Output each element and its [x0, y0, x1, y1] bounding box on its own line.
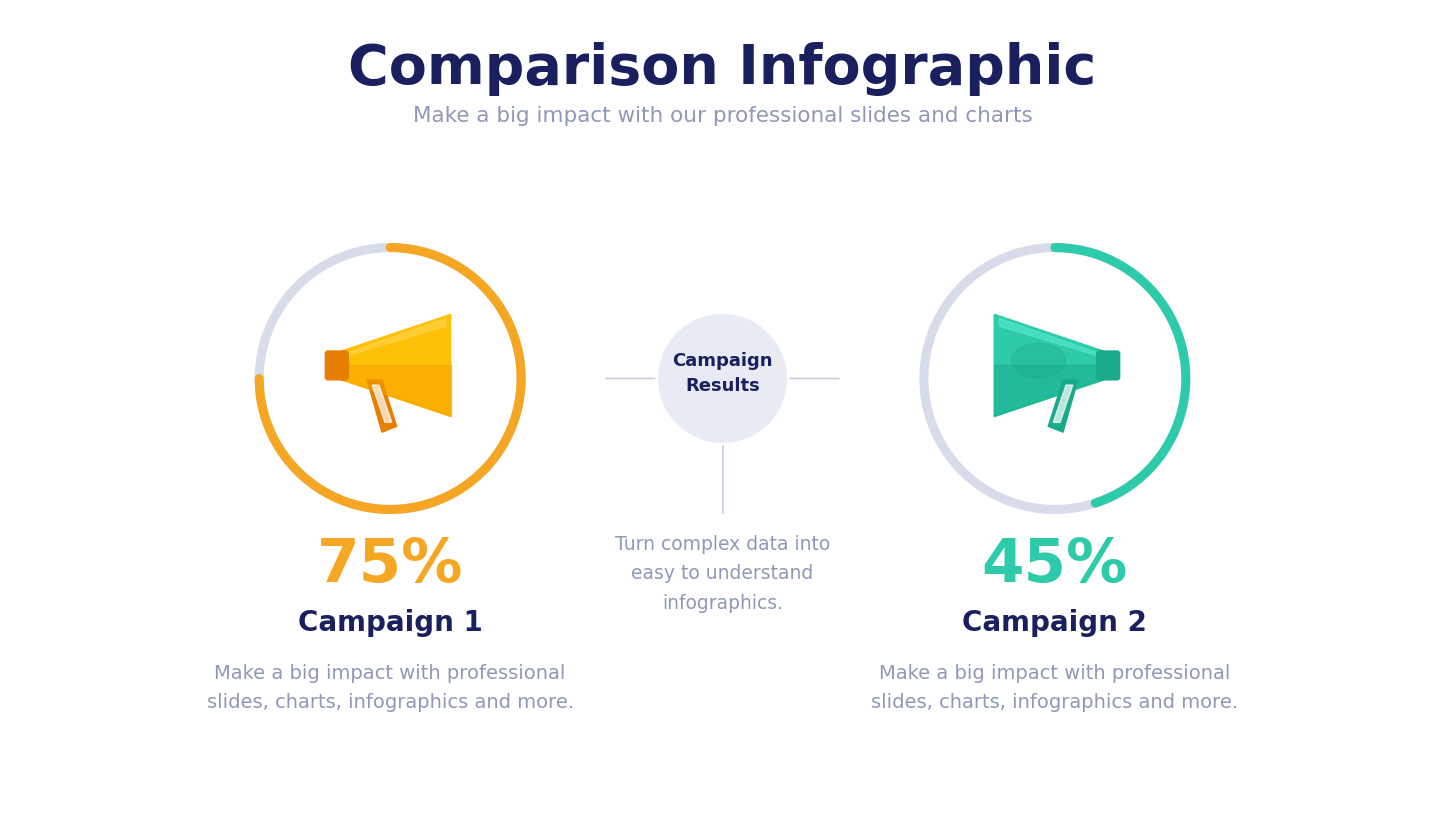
- Polygon shape: [367, 380, 397, 432]
- Polygon shape: [1053, 385, 1072, 422]
- Polygon shape: [259, 247, 522, 510]
- Ellipse shape: [337, 351, 348, 380]
- Text: Campaign 2: Campaign 2: [962, 609, 1147, 637]
- Polygon shape: [994, 314, 1103, 417]
- Circle shape: [659, 315, 786, 442]
- FancyBboxPatch shape: [325, 351, 348, 380]
- Text: Turn complex data into
easy to understand
infographics.: Turn complex data into easy to understan…: [616, 535, 829, 613]
- Text: Make a big impact with professional
slides, charts, infographics and more.: Make a big impact with professional slid…: [207, 663, 574, 712]
- Polygon shape: [1048, 380, 1078, 432]
- Ellipse shape: [1097, 351, 1108, 380]
- Text: 45%: 45%: [981, 536, 1129, 595]
- FancyBboxPatch shape: [1097, 351, 1120, 380]
- Polygon shape: [373, 385, 392, 422]
- Text: Comparison Infographic: Comparison Infographic: [348, 42, 1097, 96]
- Text: Campaign 1: Campaign 1: [298, 609, 483, 637]
- Polygon shape: [994, 365, 1103, 417]
- Polygon shape: [923, 247, 1186, 510]
- Ellipse shape: [1011, 344, 1065, 378]
- Polygon shape: [342, 314, 451, 417]
- Polygon shape: [998, 318, 1097, 356]
- Text: Make a big impact with our professional slides and charts: Make a big impact with our professional …: [413, 106, 1032, 125]
- Polygon shape: [342, 365, 451, 417]
- Text: 75%: 75%: [316, 536, 464, 595]
- Polygon shape: [348, 318, 447, 356]
- Text: Campaign
Results: Campaign Results: [672, 352, 773, 395]
- Text: Make a big impact with professional
slides, charts, infographics and more.: Make a big impact with professional slid…: [871, 663, 1238, 712]
